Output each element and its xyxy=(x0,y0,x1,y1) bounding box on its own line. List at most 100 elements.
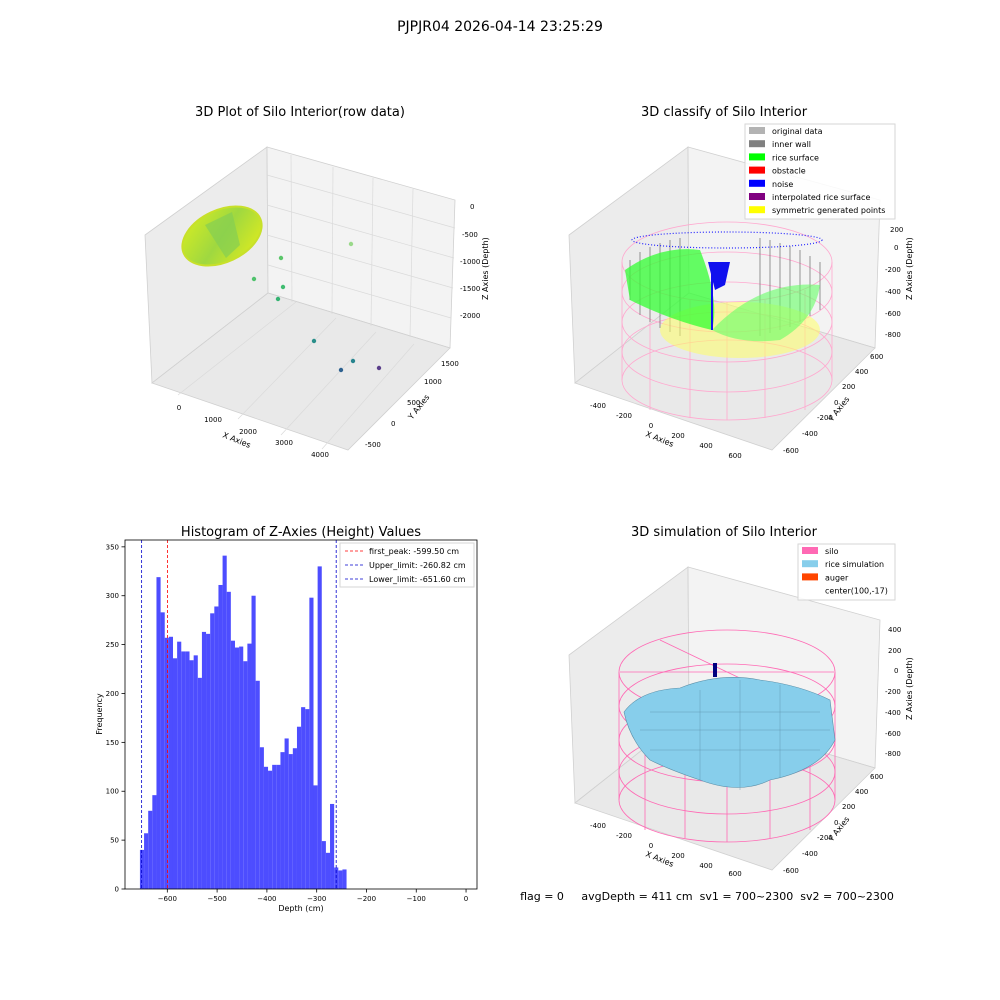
raw-xtick: 0 xyxy=(177,404,181,412)
hist-bar xyxy=(263,766,269,889)
classify-legend-box xyxy=(744,123,896,220)
hist-bar xyxy=(288,754,293,889)
hist-legend: first_peak: -599.50 cm Upper_limit: -260.… xyxy=(339,542,475,588)
raw-point xyxy=(278,255,284,261)
sim-auger xyxy=(713,663,717,677)
hist-ytick-label: 200 xyxy=(106,690,119,698)
hist-bar xyxy=(243,661,248,889)
hist-bar xyxy=(234,647,240,889)
sim-rice-surface xyxy=(623,677,836,788)
hist-bar xyxy=(338,870,343,889)
classify-xtick: 400 xyxy=(699,442,712,450)
hist-bar xyxy=(255,680,260,889)
classify-ticks: -400 -200 0 200 400 600 -600 -400 -200 0… xyxy=(590,226,903,460)
classify-ytick: -600 xyxy=(783,447,799,455)
sim-ytick: 400 xyxy=(855,788,868,796)
hist-bar xyxy=(296,726,302,889)
hist-reference-lines xyxy=(141,540,337,889)
sim-ylabel: Y Axies xyxy=(826,815,852,844)
raw-point xyxy=(338,367,344,373)
hist-bar xyxy=(239,646,244,889)
classify-legend-swatch xyxy=(749,206,765,214)
raw-ytick: 1500 xyxy=(441,360,459,368)
classify-ytick: 400 xyxy=(855,368,868,376)
raw-ticks: 0 1000 2000 3000 4000 -500 0 500 1000 15… xyxy=(177,203,481,459)
hist-ytick-label: 350 xyxy=(106,543,119,551)
hist-bar xyxy=(330,803,335,889)
hist-bar xyxy=(305,709,310,889)
raw-point xyxy=(376,365,382,371)
hist-xtick-label: −500 xyxy=(207,895,226,903)
hist-bar xyxy=(177,641,182,889)
hist-bar xyxy=(259,747,264,889)
raw-point xyxy=(280,284,286,290)
hist-bar xyxy=(280,752,285,889)
sim-ticks: -400 -200 0 200 400 600 -600 -400 -200 0… xyxy=(590,626,901,878)
sim-title: 3D simulation of Silo Interior xyxy=(631,525,818,540)
hist-bar xyxy=(230,640,235,889)
classify-xtick: 600 xyxy=(728,452,741,460)
hist-ytick-label: 250 xyxy=(106,641,119,649)
sim-legend-swatch xyxy=(802,560,818,568)
raw-point xyxy=(350,358,356,364)
hist-bar xyxy=(172,658,178,889)
raw-xtick: 4000 xyxy=(311,451,329,459)
sim-ytick: -400 xyxy=(802,850,818,858)
sim-legend: silo rice simulation auger center(100,-17) xyxy=(797,543,896,601)
sim-xtick: 0 xyxy=(649,842,653,850)
sim-xtick: -200 xyxy=(616,832,632,840)
hist-bar xyxy=(185,651,190,889)
hist-bars xyxy=(139,555,347,889)
sim-ztick: -400 xyxy=(885,709,901,717)
hist-bar xyxy=(164,637,169,889)
raw-ztick: 0 xyxy=(470,203,474,211)
classify-legend-swatch xyxy=(749,140,765,148)
raw-xtick: 3000 xyxy=(275,439,293,447)
raw-point xyxy=(311,338,317,344)
panel-histogram: Histogram of Z-Axies (Height) Values −60… xyxy=(95,525,478,913)
sim-legend-swatch xyxy=(802,573,818,581)
raw-ytick: -500 xyxy=(365,441,381,449)
sim-ztick: 0 xyxy=(894,667,898,675)
classify-rice-surface-right xyxy=(712,284,820,342)
hist-legend-label: Lower_limit: -651.60 cm xyxy=(369,575,466,584)
sim-ytick: -200 xyxy=(817,834,833,842)
classify-legend-label: interpolated rice surface xyxy=(772,193,870,202)
classify-legend-label: original data xyxy=(772,127,823,136)
classify-legend-label: symmetric generated points xyxy=(772,206,885,215)
hist-xtick-label: −200 xyxy=(357,895,376,903)
classify-rice-surface xyxy=(625,249,715,330)
sim-xtick: -400 xyxy=(590,822,606,830)
raw-ztick: -500 xyxy=(462,231,478,239)
classify-xtick: -400 xyxy=(590,402,606,410)
raw-ytick: 1000 xyxy=(424,378,442,386)
raw-grid xyxy=(177,154,456,450)
hist-xtick-label: 0 xyxy=(464,895,468,903)
hist-bar xyxy=(292,748,297,889)
hist-bar xyxy=(301,707,306,889)
classify-ytick: -400 xyxy=(802,430,818,438)
raw-surface-shadow xyxy=(205,212,240,258)
hist-bar xyxy=(156,577,161,889)
hist-bar xyxy=(342,869,347,889)
hist-bar xyxy=(181,651,186,889)
classify-title: 3D classify of Silo Interior xyxy=(641,105,808,120)
classify-ztick: -400 xyxy=(885,288,901,296)
sim-xtick: 600 xyxy=(728,870,741,878)
classify-noise-ring xyxy=(631,231,823,249)
classify-ztick: -600 xyxy=(885,310,901,318)
sim-ztick: 400 xyxy=(888,626,901,634)
hist-legend-entries: first_peak: -599.50 cm Upper_limit: -260.… xyxy=(345,547,466,584)
sim-legend-label: center(100,-17) xyxy=(825,587,888,596)
status-line: flag = 0 avgDepth = 411 cm sv1 = 700~230… xyxy=(520,890,894,903)
classify-ytick: 600 xyxy=(870,353,883,361)
hist-legend-label: first_peak: -599.50 cm xyxy=(369,547,459,556)
classify-ztick: -200 xyxy=(885,266,901,274)
hist-title: Histogram of Z-Axies (Height) Values xyxy=(181,525,421,540)
hist-bar xyxy=(268,770,273,889)
sim-ztick: -800 xyxy=(885,750,901,758)
hist-xtick-label: −600 xyxy=(158,895,177,903)
classify-ylabel: Y Axies xyxy=(826,395,852,424)
classify-xtick: -200 xyxy=(616,412,632,420)
hist-ytick-label: 150 xyxy=(106,739,119,747)
